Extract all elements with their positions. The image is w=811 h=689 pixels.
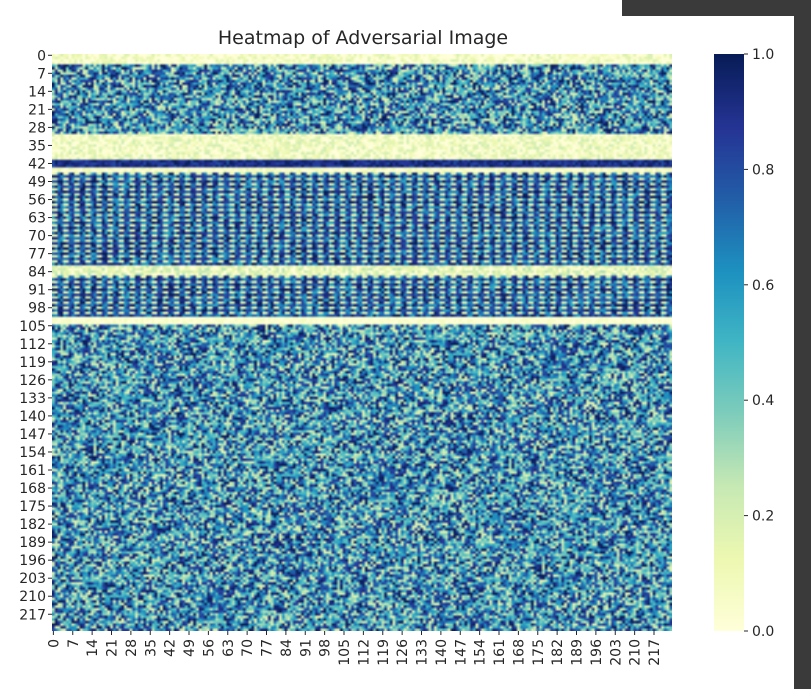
colorbar-gradient	[714, 54, 744, 631]
y-tick-label: 28	[28, 120, 46, 136]
y-tick-label: 161	[19, 463, 46, 479]
x-tick-label: 84	[279, 639, 295, 657]
y-tick-label: 7	[37, 66, 46, 82]
x-tick-label: 161	[492, 639, 508, 666]
x-tick-label: 77	[260, 639, 276, 657]
y-tick-label: 0	[37, 48, 46, 64]
y-tick-label: 175	[19, 499, 46, 515]
y-tick-label: 105	[19, 319, 46, 335]
y-tick-label: 119	[19, 355, 46, 371]
x-tick-label: 21	[105, 639, 121, 657]
y-tick-label: 98	[28, 301, 46, 317]
x-tick-label: 210	[628, 639, 644, 666]
y-tick-label: 196	[19, 553, 46, 569]
y-tick-label: 210	[19, 589, 46, 605]
y-tick-label: 168	[19, 481, 46, 497]
colorbar	[714, 54, 744, 631]
y-tick-label: 147	[19, 427, 46, 443]
x-tick-label: 147	[453, 639, 469, 666]
y-tick-label: 126	[19, 373, 46, 389]
x-tick-label: 196	[589, 639, 605, 666]
x-tick-label: 105	[337, 639, 353, 666]
heatmap-cells	[52, 54, 672, 631]
colorbar-tick-label: 0.4	[752, 393, 774, 409]
y-tick-label: 217	[19, 607, 46, 623]
x-tick-label: 140	[434, 639, 450, 666]
colorbar-tick-label: 0.0	[752, 624, 774, 640]
x-tick-label: 189	[570, 639, 586, 666]
y-tick-label: 63	[28, 211, 46, 227]
x-tick-label: 56	[201, 639, 217, 657]
x-tick-label: 7	[66, 639, 82, 648]
x-tick-label: 28	[124, 639, 140, 657]
x-tick-label: 119	[376, 639, 392, 666]
x-tick-label: 14	[85, 639, 101, 657]
y-tick-label: 21	[28, 102, 46, 118]
y-axis: 0 7 14 21 28 35 42 49 56 63 70 77 84 91 98 105 112 119 126…	[19, 48, 52, 623]
y-tick-label: 77	[28, 247, 46, 263]
y-tick-label: 203	[19, 571, 46, 587]
colorbar-tick-label: 0.6	[752, 278, 774, 294]
x-tick-label: 49	[182, 639, 198, 657]
colorbar-tick-label: 0.8	[752, 162, 774, 178]
x-tick-label: 168	[511, 639, 527, 666]
y-tick-label: 112	[19, 337, 46, 353]
x-tick-label: 98	[318, 639, 334, 657]
x-tick-label: 126	[395, 639, 411, 666]
window-chrome-top	[622, 0, 811, 16]
y-tick-label: 133	[19, 391, 46, 407]
x-tick-label: 217	[647, 639, 663, 666]
x-tick-label: 42	[163, 639, 179, 657]
colorbar-tick-label: 0.2	[752, 509, 774, 525]
y-tick-label: 140	[19, 409, 46, 425]
x-axis: 0 7 14 21 28 35 42 49 56 63 70 77 84 91 98 105 112 119 126…	[46, 631, 663, 666]
y-tick-label: 189	[19, 535, 46, 551]
x-tick-label: 175	[531, 639, 547, 666]
x-tick-label: 35	[143, 639, 159, 657]
colorbar-axis: 0.0 0.2 0.4 0.6 0.8 1.0	[744, 47, 774, 640]
colorbar-tick-label: 1.0	[752, 47, 774, 63]
x-tick-label: 70	[240, 639, 256, 657]
y-tick-label: 35	[28, 138, 46, 154]
x-tick-label: 203	[608, 639, 624, 666]
heatmap-plot-area	[52, 54, 672, 631]
y-tick-label: 70	[28, 229, 46, 245]
y-tick-label: 14	[28, 84, 46, 100]
y-tick-label: 84	[28, 265, 46, 281]
chart-title: Heatmap of Adversarial Image	[218, 27, 508, 49]
x-tick-label: 91	[298, 639, 314, 657]
y-tick-label: 56	[28, 193, 46, 209]
x-tick-label: 0	[46, 639, 62, 648]
y-tick-label: 91	[28, 283, 46, 299]
window-chrome-right	[794, 16, 811, 689]
x-tick-label: 182	[550, 639, 566, 666]
y-tick-label: 154	[19, 445, 46, 461]
x-tick-label: 154	[473, 639, 489, 666]
x-tick-label: 133	[415, 639, 431, 666]
y-tick-label: 182	[19, 517, 46, 533]
x-tick-label: 112	[356, 639, 372, 666]
y-tick-label: 42	[28, 156, 46, 172]
y-tick-label: 49	[28, 175, 46, 191]
x-tick-label: 63	[221, 639, 237, 657]
